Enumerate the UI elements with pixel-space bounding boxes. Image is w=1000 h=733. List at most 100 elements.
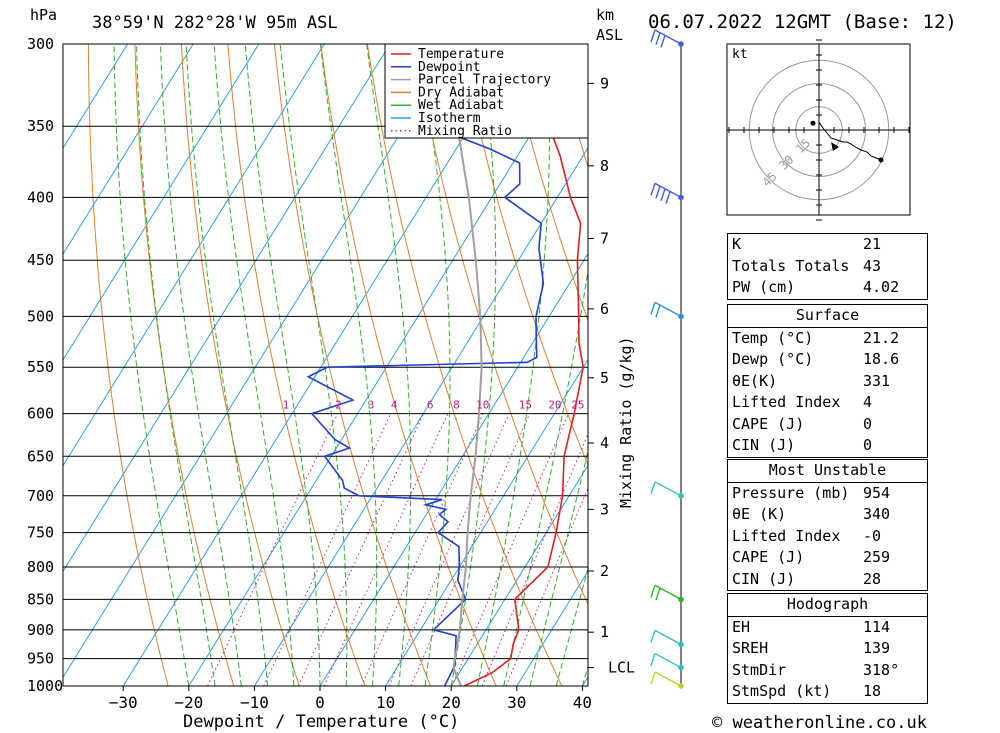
pressure-tick-label: 650 bbox=[27, 447, 54, 465]
wind-barb bbox=[650, 301, 682, 318]
km-tick-label: 3 bbox=[600, 500, 609, 518]
table-row: θE(K) 331 bbox=[728, 371, 927, 393]
wind-barb-flag bbox=[650, 302, 656, 315]
table-row-value: 18 bbox=[863, 682, 882, 700]
table-row-label: Lifted Index bbox=[732, 526, 841, 545]
table-row-value: 340 bbox=[863, 505, 891, 523]
table-row: K 21 bbox=[728, 234, 927, 256]
table-row-label: θE (K) bbox=[732, 505, 787, 523]
hodograph-storm-marker bbox=[831, 142, 839, 151]
wind-barb bbox=[650, 671, 682, 687]
wind-barb-flag bbox=[660, 188, 666, 202]
pressure-tick-label: 300 bbox=[27, 35, 54, 53]
table-row: Totals Totals 43 bbox=[728, 256, 927, 278]
isotherm-line bbox=[63, 44, 260, 361]
table-row: Pressure (mb) 954 bbox=[728, 481, 927, 505]
table-row: PW (cm) 4.02 bbox=[728, 277, 927, 299]
isotherm-line bbox=[63, 44, 194, 255]
wet-adiabat-line bbox=[113, 44, 190, 686]
wet-adiabat-line bbox=[555, 566, 588, 686]
wind-level-dot bbox=[678, 313, 684, 320]
table-row-value: 4 bbox=[863, 393, 873, 411]
table-row: Lifted Index 4 bbox=[728, 392, 927, 414]
table-row-label: StmDir bbox=[732, 660, 787, 679]
mixing-ratio-line bbox=[323, 413, 449, 686]
hodograph-title: Hodograph bbox=[786, 595, 869, 613]
table-row: CAPE (J) 259 bbox=[728, 547, 927, 569]
wet-adiabat-line bbox=[136, 44, 216, 686]
x-tick-label: 30 bbox=[507, 693, 526, 712]
table-row-value: 18.6 bbox=[863, 350, 900, 368]
dry-adiabat-line bbox=[506, 44, 588, 322]
table-row-label: Dewp (°C) bbox=[732, 350, 814, 368]
hodograph-unit-label: kt bbox=[732, 47, 748, 62]
wind-barb-staff bbox=[654, 629, 682, 646]
wind-barb-staff bbox=[654, 584, 682, 600]
x-tick-label: −30 bbox=[109, 693, 138, 712]
table-row: CAPE (J) 0 bbox=[728, 414, 927, 436]
wind-barb-flag bbox=[650, 630, 656, 643]
table-row-value: 331 bbox=[863, 371, 891, 390]
km-tick-label: 8 bbox=[600, 157, 609, 175]
wind-barb bbox=[650, 29, 682, 48]
pressure-tick-label: 950 bbox=[27, 650, 54, 668]
pressure-tick-label: 850 bbox=[27, 590, 54, 608]
pressure-tick-label: 900 bbox=[27, 621, 54, 639]
pressure-tick-label: 1000 bbox=[27, 677, 63, 695]
x-tick-label: −10 bbox=[240, 693, 269, 712]
wet-adiabat-line bbox=[159, 44, 242, 686]
pressure-tick-label: 700 bbox=[27, 487, 54, 505]
wind-barb-staff bbox=[654, 182, 682, 199]
km-tick-label: 6 bbox=[600, 300, 609, 318]
surface-table: Surface Temp (°C) 21.2 Dewp (°C) 18.6 θE(K) 3… bbox=[727, 304, 928, 458]
dry-adiabat-line bbox=[134, 44, 235, 686]
location-title: 38°59'N 282°28'W 95m ASL bbox=[92, 13, 338, 33]
isotherm-line bbox=[516, 570, 588, 686]
wet-adiabat-line bbox=[185, 44, 268, 686]
table-row-value: -0 bbox=[863, 526, 882, 545]
mixing-ratio-label: 20 bbox=[548, 399, 561, 412]
dry-adiabat-line bbox=[180, 44, 300, 686]
table-row-label: SREH bbox=[732, 639, 769, 657]
mixing-ratio-label: 8 bbox=[453, 399, 460, 412]
km-tick-label: 2 bbox=[600, 562, 609, 580]
most-unstable-title: Most Unstable bbox=[768, 461, 887, 479]
hodograph-origin-marker bbox=[810, 120, 816, 126]
wind-barb-staff bbox=[654, 652, 682, 669]
km-tick-label: LCL bbox=[608, 659, 635, 677]
hodograph-end-marker bbox=[878, 157, 884, 163]
wind-barb-flag bbox=[650, 29, 656, 43]
mixing-ratio-line bbox=[481, 432, 588, 686]
wind-barb-flag bbox=[655, 32, 661, 45]
dry-adiabat-line bbox=[917, 26, 1000, 686]
mixing-ratio-line bbox=[451, 413, 569, 686]
table-row: SREH 139 bbox=[728, 638, 927, 660]
copyright-text: © weatheronline.co.uk bbox=[712, 713, 927, 733]
wind-barb-flag bbox=[650, 671, 656, 685]
hpa-label: hPa bbox=[30, 6, 57, 24]
x-tick-label: 40 bbox=[573, 693, 592, 712]
isotherm-line bbox=[122, 44, 522, 686]
legend-label: Mixing Ratio bbox=[418, 124, 512, 139]
legend-label: Isotherm bbox=[418, 111, 481, 126]
mixing-ratio-line bbox=[360, 413, 484, 686]
table-row-label: Lifted Index bbox=[732, 393, 841, 411]
table-row-value: 4.02 bbox=[863, 278, 900, 296]
mixing-ratio-label: 2 bbox=[335, 399, 342, 412]
wet-adiabat-line bbox=[450, 44, 497, 686]
isotherm-line bbox=[385, 358, 588, 686]
isotherm-line bbox=[63, 44, 129, 150]
pressure-tick-label: 450 bbox=[27, 251, 54, 269]
indices-table: K 21 Totals Totals 43 PW (cm) 4.02 bbox=[727, 233, 928, 300]
mixing-ratio-line bbox=[410, 413, 531, 686]
km-label: km bbox=[596, 6, 614, 24]
km-tick-label: 4 bbox=[600, 434, 609, 452]
table-row-value: 28 bbox=[863, 569, 882, 588]
table-row: StmDir 318° bbox=[728, 660, 927, 682]
table-row-label: CIN (J) bbox=[732, 436, 796, 454]
km-tick-label: 5 bbox=[600, 369, 609, 387]
wind-barb-staff bbox=[654, 671, 682, 687]
most-unstable-table: Most Unstable Pressure (mb) 954 θE (K) 340 L… bbox=[727, 459, 928, 591]
wind-barb bbox=[650, 481, 682, 497]
